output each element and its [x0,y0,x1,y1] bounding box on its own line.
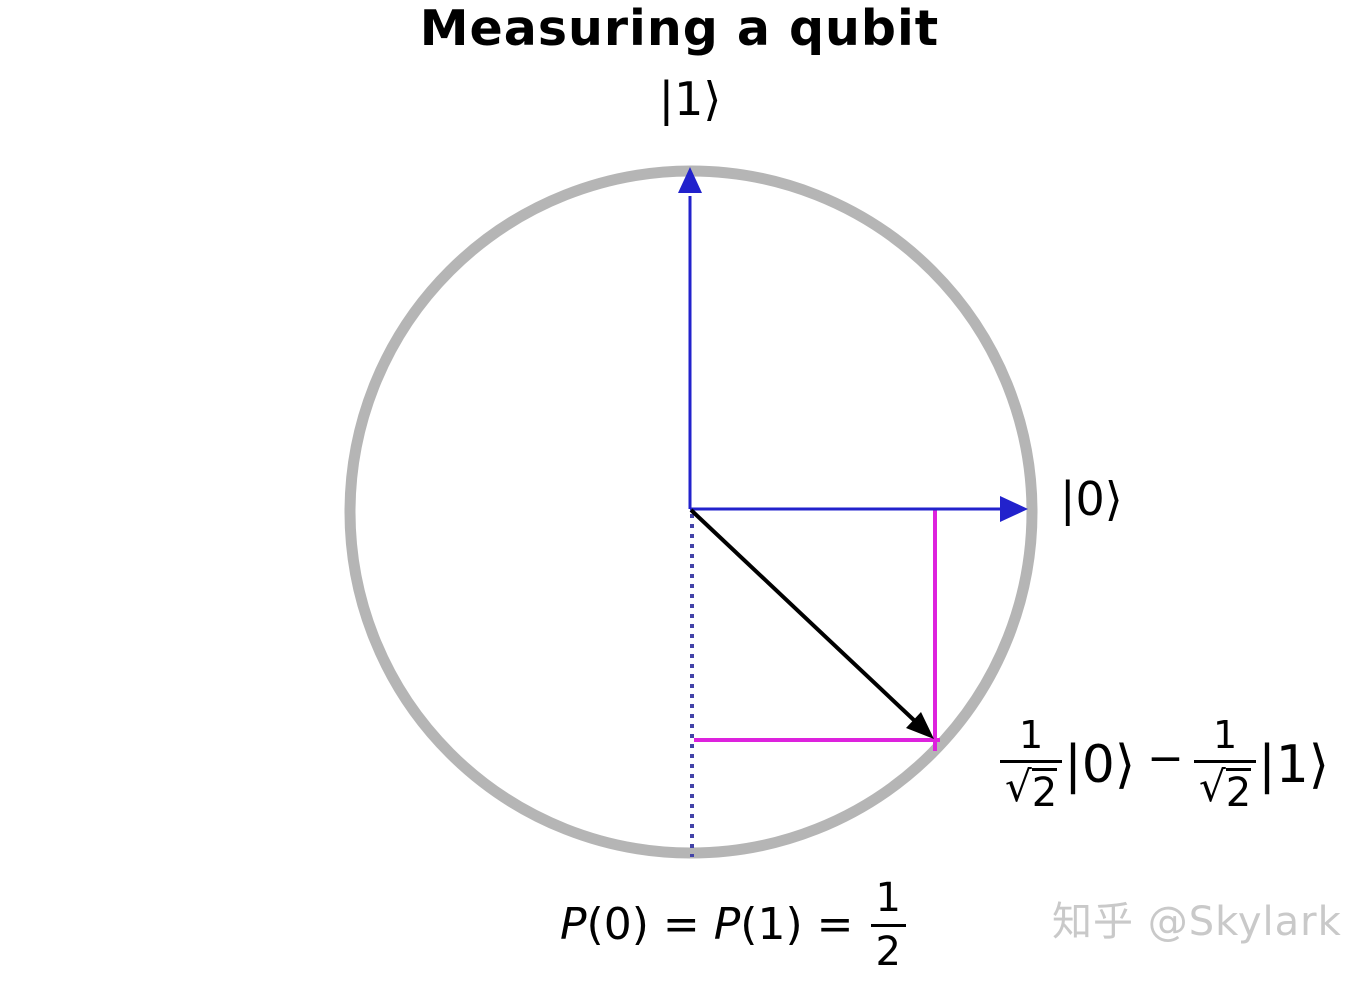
fraction-denominator: √ 2 [1193,760,1257,816]
equals-sign: = [816,899,854,950]
radical-sign: √ [1198,762,1226,811]
radicand: 2 [1031,768,1058,816]
watermark: 知乎 @Skylark [1052,899,1342,945]
probability-symbol: P [713,899,741,950]
fraction-one-half: 1 2 [868,878,909,972]
ket-zero-label: |0⟩ [1060,472,1123,526]
minus-sign: − [1147,732,1184,784]
ket-one-label: |1⟩ [658,72,722,126]
probability-symbol: P [560,899,587,950]
state-vector-arrowhead-icon [906,712,934,739]
ket-zero-term: |0⟩ [1064,734,1136,795]
fraction-denominator: 2 [870,924,906,972]
fraction-one-over-sqrt2: 1 √ 2 [1193,713,1257,816]
ket-one-term: |1⟩ [1258,734,1330,795]
axis-up-arrowhead-icon [678,167,702,193]
state-vector-line [689,508,919,725]
fraction-numerator: 1 [1019,713,1044,757]
fraction-denominator: √ 2 [1000,760,1063,816]
fraction-numerator: 1 [875,875,901,921]
axis-right-arrowhead-icon [1000,496,1028,522]
equals-sign: = [662,899,700,950]
probability-arg: (1) [740,899,803,950]
probability-formula: P (0) = P (1) = 1 2 [560,878,909,972]
fraction-numerator: 1 [1213,713,1238,757]
state-formula: 1 √ 2 |0⟩ − 1 √ 2 |1⟩ [1000,716,1331,813]
fraction-one-over-sqrt2: 1 √ 2 [1000,713,1063,816]
radical-sign: √ [1005,762,1032,811]
probability-arg: (0) [586,899,649,950]
page-title: Measuring a qubit [419,0,940,57]
radicand: 2 [1225,768,1252,816]
